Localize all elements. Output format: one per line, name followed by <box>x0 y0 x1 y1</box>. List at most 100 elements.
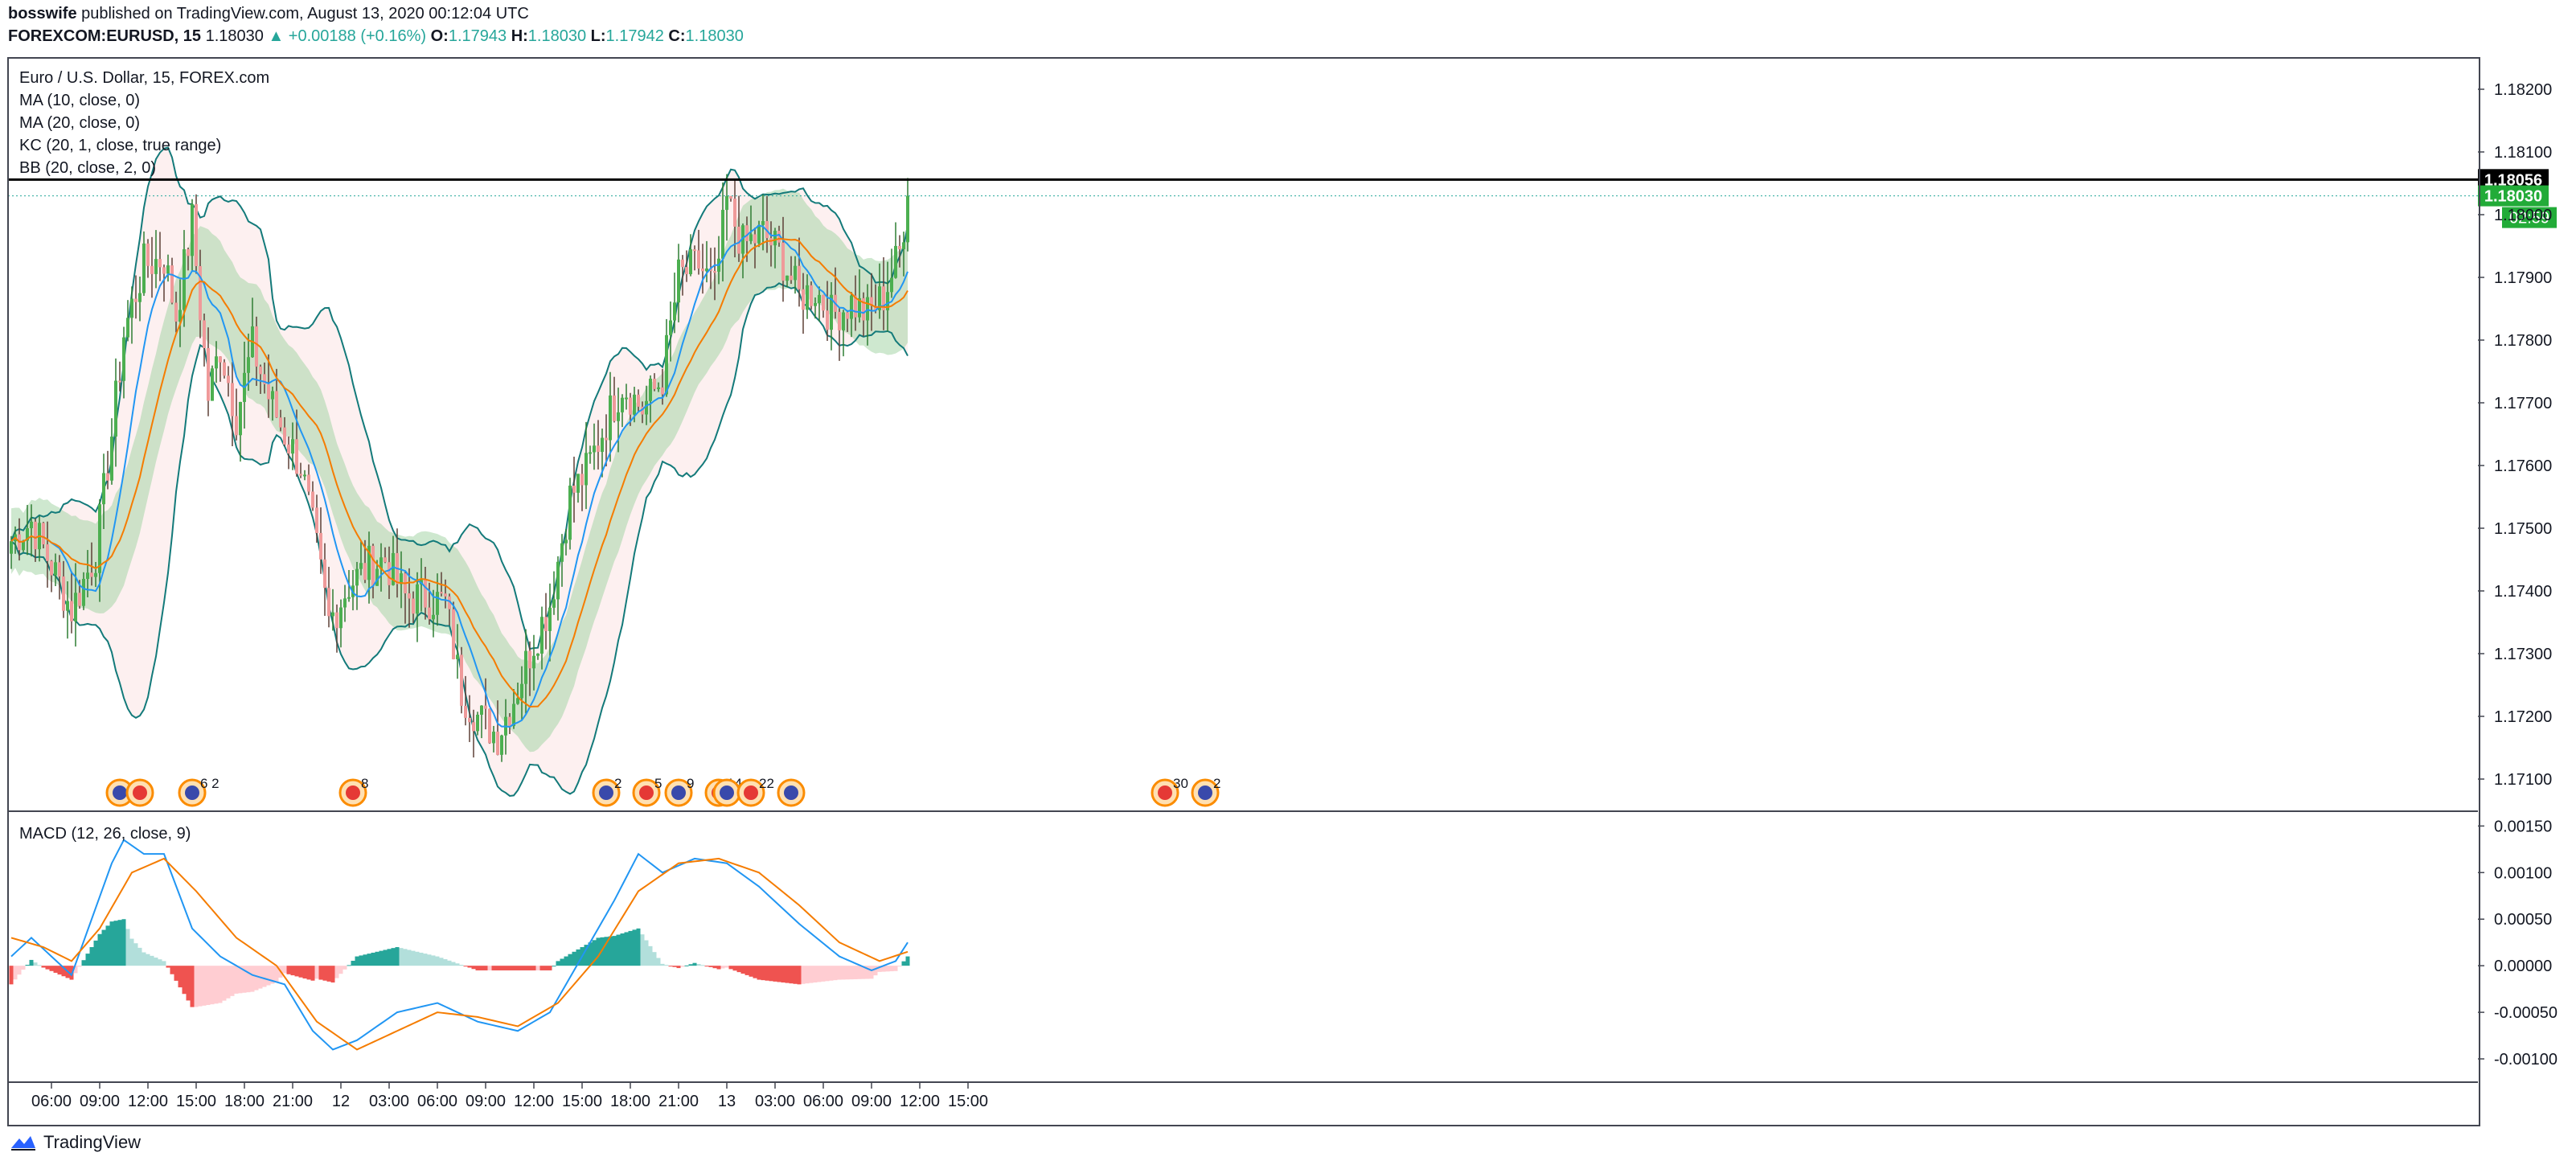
candle-body[interactable] <box>697 250 700 269</box>
candle-body[interactable] <box>138 293 142 302</box>
macd-histogram-bar[interactable] <box>740 966 745 974</box>
macd-histogram-bar[interactable] <box>45 966 50 970</box>
macd-histogram-bar[interactable] <box>813 966 818 983</box>
candle-body[interactable] <box>790 275 793 281</box>
candle-body[interactable] <box>335 612 338 629</box>
macd-histogram-bar[interactable] <box>785 966 790 983</box>
candle-body[interactable] <box>858 297 861 318</box>
macd-histogram-bar[interactable] <box>451 962 456 966</box>
macd-histogram-bar[interactable] <box>624 932 629 966</box>
candle-body[interactable] <box>375 568 379 586</box>
candle-body[interactable] <box>299 474 302 476</box>
candle-body[interactable] <box>585 453 588 486</box>
candle-body[interactable] <box>476 714 479 732</box>
macd-histogram-bar[interactable] <box>761 966 765 981</box>
macd-histogram-bar[interactable] <box>238 966 243 994</box>
macd-histogram-bar[interactable] <box>495 966 500 970</box>
candle-body[interactable] <box>319 532 322 560</box>
macd-histogram-bar[interactable] <box>869 966 874 979</box>
candle-body[interactable] <box>673 302 676 321</box>
candle-body[interactable] <box>428 607 431 620</box>
macd-histogram-bar[interactable] <box>387 949 392 966</box>
macd-histogram-bar[interactable] <box>282 966 287 974</box>
candle-body[interactable] <box>291 439 294 454</box>
legend-title[interactable]: Euro / U.S. Dollar, 15, FOREX.com <box>19 69 270 87</box>
macd-histogram-bar[interactable] <box>186 966 191 1001</box>
macd-histogram-bar[interactable] <box>889 966 894 972</box>
candle-body[interactable] <box>448 596 451 609</box>
macd-histogram-bar[interactable] <box>250 966 255 992</box>
candle-body[interactable] <box>705 268 708 272</box>
macd-histogram-bar[interactable] <box>753 966 757 978</box>
candle-body[interactable] <box>239 401 242 436</box>
macd-histogram-bar[interactable] <box>415 951 420 966</box>
candle-body[interactable] <box>355 568 359 586</box>
candle-body[interactable] <box>488 708 491 744</box>
macd-histogram-bar[interactable] <box>129 938 134 966</box>
macd-histogram-bar[interactable] <box>254 966 259 991</box>
macd-histogram-bar[interactable] <box>644 940 649 966</box>
macd-histogram-bar[interactable] <box>503 966 508 970</box>
macd-histogram-bar[interactable] <box>431 955 436 966</box>
bollinger-lower-line[interactable] <box>10 282 909 798</box>
candle-body[interactable] <box>480 705 483 715</box>
candle-body[interactable] <box>721 210 724 259</box>
macd-histogram-bar[interactable] <box>137 947 142 966</box>
candle-body[interactable] <box>323 559 326 589</box>
macd-histogram-bar[interactable] <box>773 966 777 982</box>
candle-body[interactable] <box>166 265 170 274</box>
candle-body[interactable] <box>496 732 499 755</box>
macd-histogram-bar[interactable] <box>338 966 343 974</box>
macd-histogram-bar[interactable] <box>865 966 870 979</box>
macd-histogram-bar[interactable] <box>423 954 428 966</box>
macd-histogram-bar[interactable] <box>660 963 665 966</box>
macd-histogram-bar[interactable] <box>109 921 114 966</box>
candle-body[interactable] <box>613 395 616 421</box>
candle-body[interactable] <box>753 234 757 244</box>
macd-histogram-bar[interactable] <box>226 966 231 999</box>
candle-body[interactable] <box>187 249 190 256</box>
macd-histogram-bar[interactable] <box>326 966 331 982</box>
candle-body[interactable] <box>207 347 210 401</box>
macd-histogram-bar[interactable] <box>419 952 424 966</box>
macd-histogram-bar[interactable] <box>499 966 504 970</box>
footer-brand[interactable]: TradingView <box>10 1132 141 1153</box>
candle-body[interactable] <box>605 437 608 441</box>
candle-body[interactable] <box>681 259 684 268</box>
macd-histogram-bar[interactable] <box>455 963 460 966</box>
macd-histogram-bar[interactable] <box>648 945 653 966</box>
macd-histogram-bar[interactable] <box>531 966 536 970</box>
candle-body[interactable] <box>379 557 383 569</box>
candle-body[interactable] <box>86 572 89 580</box>
candle-body[interactable] <box>303 474 306 477</box>
legend-kc[interactable]: KC (20, 1, close, true range) <box>19 137 222 154</box>
candle-body[interactable] <box>102 473 105 505</box>
candle-body[interactable] <box>709 268 712 272</box>
candle-body[interactable] <box>74 593 77 621</box>
candle-body[interactable] <box>757 224 761 244</box>
macd-histogram-bar[interactable] <box>242 966 247 993</box>
candle-body[interactable] <box>701 269 704 272</box>
macd-histogram-bar[interactable] <box>841 966 846 980</box>
macd-histogram-bar[interactable] <box>246 966 251 993</box>
candle-body[interactable] <box>617 412 620 421</box>
macd-histogram-bar[interactable] <box>334 966 339 978</box>
macd-histogram-bar[interactable] <box>576 949 580 966</box>
macd-histogram-bar[interactable] <box>837 966 842 980</box>
macd-histogram-bar[interactable] <box>744 966 749 975</box>
candle-body[interactable] <box>118 380 121 383</box>
candle-body[interactable] <box>661 387 664 395</box>
macd-histogram-bar[interactable] <box>355 956 359 966</box>
macd-histogram-bar[interactable] <box>101 929 106 966</box>
macd-histogram-bar[interactable] <box>158 959 162 966</box>
candle-body[interactable] <box>46 544 49 561</box>
macd-histogram-bar[interactable] <box>696 964 701 966</box>
candle-body[interactable] <box>524 650 527 684</box>
candle-body[interactable] <box>580 474 584 486</box>
macd-histogram-bar[interactable] <box>716 966 721 970</box>
macd-histogram-bar[interactable] <box>234 966 239 994</box>
candle-body[interactable] <box>263 374 266 384</box>
macd-histogram-bar[interactable] <box>620 933 625 966</box>
candle-body[interactable] <box>854 295 857 318</box>
macd-histogram-bar[interactable] <box>443 959 448 966</box>
